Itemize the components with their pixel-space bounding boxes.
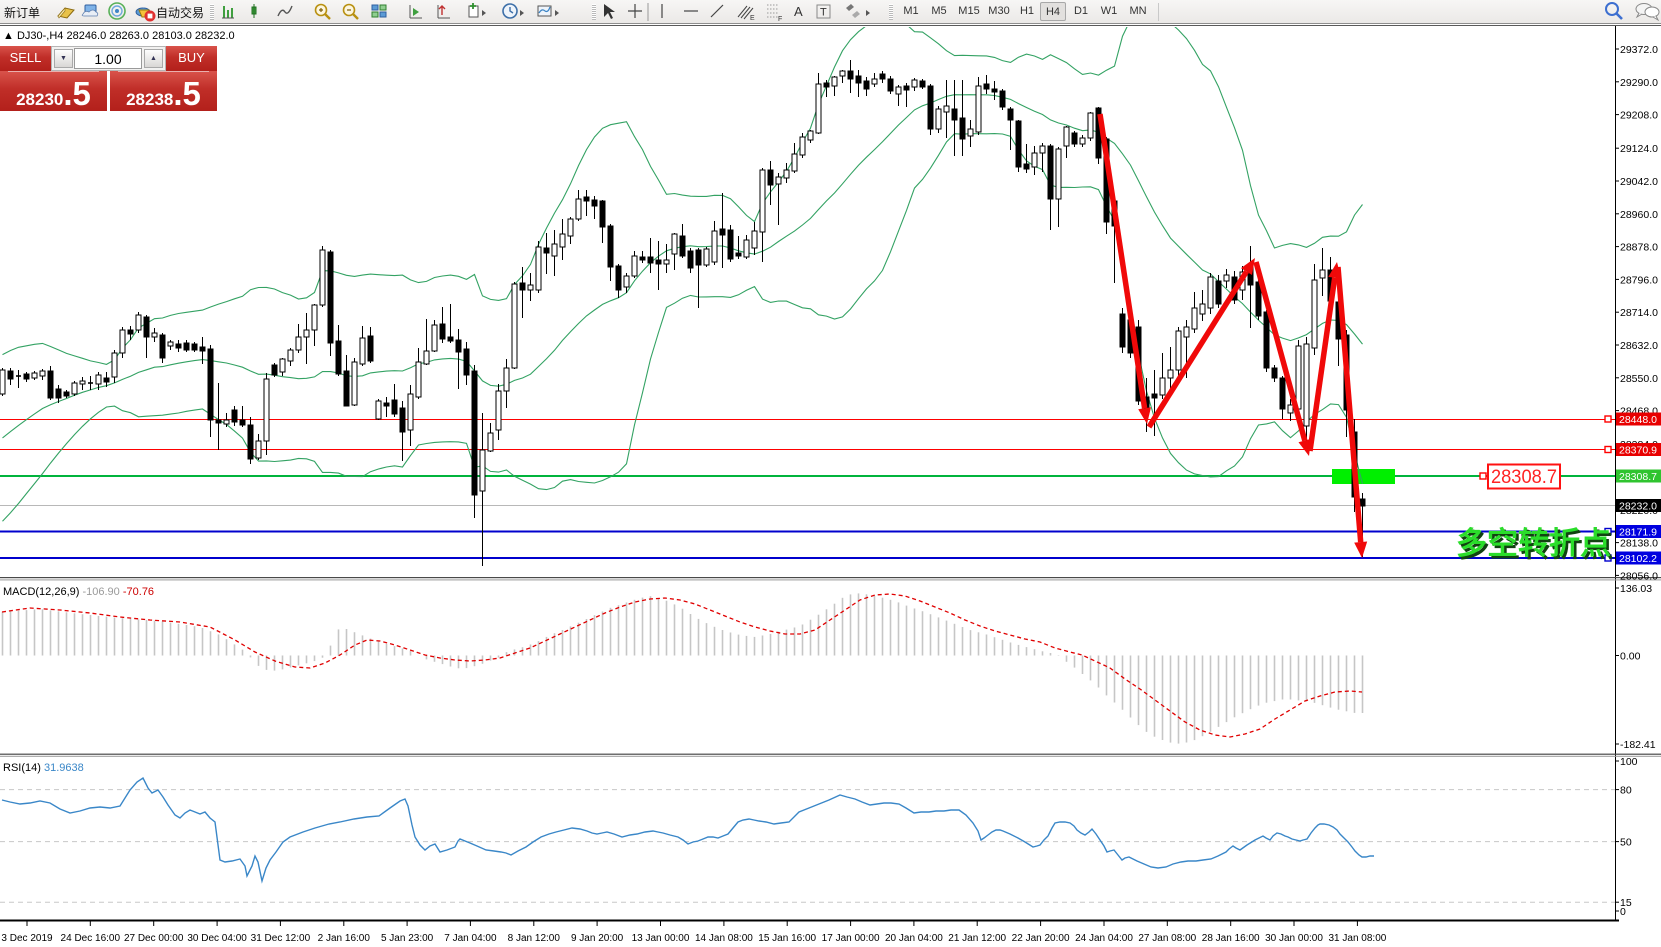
svg-text:28 Jan 16:00: 28 Jan 16:00: [1202, 933, 1260, 944]
svg-text:T: T: [820, 7, 827, 19]
svg-text:28138.0: 28138.0: [1620, 538, 1658, 550]
svg-text:28308.7: 28308.7: [1491, 467, 1557, 488]
svg-text:28370.9: 28370.9: [1619, 445, 1657, 457]
svg-text:29290.0: 29290.0: [1620, 77, 1658, 89]
svg-text:F: F: [778, 16, 782, 23]
svg-text:3 Dec 2019: 3 Dec 2019: [1, 933, 53, 944]
svg-text:15: 15: [1620, 897, 1632, 909]
svg-text:0.00: 0.00: [1620, 651, 1641, 663]
svg-text:15 Jan 16:00: 15 Jan 16:00: [758, 933, 816, 944]
svg-text:17 Jan 00:00: 17 Jan 00:00: [822, 933, 880, 944]
svg-text:28796.0: 28796.0: [1620, 274, 1658, 286]
svg-text:28550.0: 28550.0: [1620, 373, 1658, 385]
svg-text:24 Dec 16:00: 24 Dec 16:00: [61, 933, 121, 944]
svg-text:100: 100: [1620, 756, 1638, 768]
svg-text:13 Jan 00:00: 13 Jan 00:00: [632, 933, 690, 944]
svg-text:28632.0: 28632.0: [1620, 340, 1658, 352]
svg-text:-182.41: -182.41: [1620, 739, 1656, 751]
svg-text:28448.0: 28448.0: [1619, 414, 1657, 426]
svg-text:9 Jan 20:00: 9 Jan 20:00: [571, 933, 624, 944]
svg-text:50: 50: [1620, 837, 1632, 849]
svg-text:22 Jan 20:00: 22 Jan 20:00: [1012, 933, 1070, 944]
svg-text:80: 80: [1620, 785, 1632, 797]
svg-text:E: E: [750, 15, 755, 22]
svg-text:A: A: [794, 4, 803, 19]
svg-text:136.03: 136.03: [1620, 583, 1652, 595]
svg-text:14 Jan 08:00: 14 Jan 08:00: [695, 933, 753, 944]
svg-text:28960.0: 28960.0: [1620, 209, 1658, 221]
svg-text:8 Jan 12:00: 8 Jan 12:00: [508, 933, 561, 944]
svg-text:多空转折点: 多空转折点: [1459, 529, 1614, 564]
svg-text:RSI(14) 31.9638: RSI(14) 31.9638: [3, 762, 84, 774]
svg-text:5 Jan 23:00: 5 Jan 23:00: [381, 933, 434, 944]
svg-text:27 Dec 00:00: 27 Dec 00:00: [124, 933, 184, 944]
svg-text:28102.2: 28102.2: [1619, 553, 1657, 565]
svg-text:31 Jan 08:00: 31 Jan 08:00: [1328, 933, 1386, 944]
svg-text:28714.0: 28714.0: [1620, 307, 1658, 319]
svg-text:28878.0: 28878.0: [1620, 242, 1658, 254]
svg-text:0: 0: [1620, 906, 1626, 918]
svg-text:28232.0: 28232.0: [1619, 501, 1657, 513]
svg-text:30 Jan 00:00: 30 Jan 00:00: [1265, 933, 1323, 944]
svg-text:24 Jan 04:00: 24 Jan 04:00: [1075, 933, 1133, 944]
svg-text:29208.0: 29208.0: [1620, 110, 1658, 122]
svg-text:▲ DJ30-,H4 28246.0 28263.0 28: ▲ DJ30-,H4 28246.0 28263.0 28103.0 28232…: [3, 30, 235, 42]
svg-text:MACD(12,26,9) -106.90 -70.76: MACD(12,26,9) -106.90 -70.76: [3, 586, 154, 598]
svg-text:多空转折点: 多空转折点: [1456, 526, 1611, 561]
svg-text:27 Jan 08:00: 27 Jan 08:00: [1138, 933, 1196, 944]
svg-text:20 Jan 04:00: 20 Jan 04:00: [885, 933, 943, 944]
svg-text:29124.0: 29124.0: [1620, 143, 1658, 155]
svg-text:31 Dec 12:00: 31 Dec 12:00: [251, 933, 311, 944]
svg-text:29372.0: 29372.0: [1620, 44, 1658, 56]
svg-text:28171.9: 28171.9: [1619, 527, 1657, 539]
svg-text:28308.7: 28308.7: [1619, 471, 1657, 483]
svg-text:7 Jan 04:00: 7 Jan 04:00: [444, 933, 497, 944]
svg-text:28056.0: 28056.0: [1620, 570, 1658, 582]
svg-text:2 Jan 16:00: 2 Jan 16:00: [318, 933, 371, 944]
svg-text:21 Jan 12:00: 21 Jan 12:00: [948, 933, 1006, 944]
svg-text:29042.0: 29042.0: [1620, 176, 1658, 188]
svg-text:30 Dec 04:00: 30 Dec 04:00: [187, 933, 247, 944]
